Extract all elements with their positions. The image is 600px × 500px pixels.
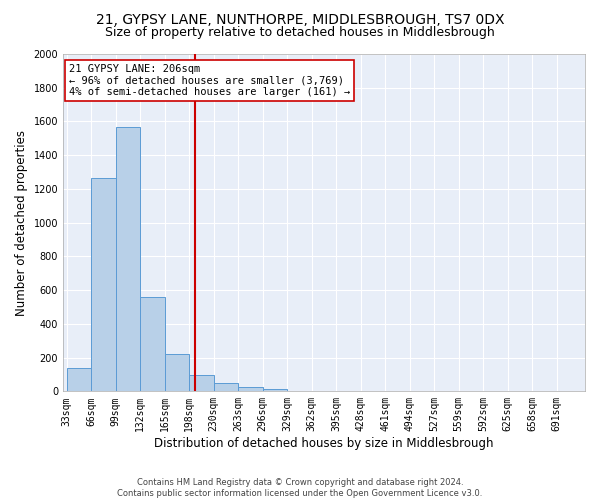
Bar: [165, 354, 189, 392]
Y-axis label: Number of detached properties: Number of detached properties: [15, 130, 28, 316]
X-axis label: Distribution of detached houses by size in Middlesbrough: Distribution of detached houses by size …: [154, 437, 494, 450]
Text: 21, GYPSY LANE, NUNTHORPE, MIDDLESBROUGH, TS7 0DX: 21, GYPSY LANE, NUNTHORPE, MIDDLESBROUGH…: [96, 12, 504, 26]
Bar: [238, 386, 263, 392]
Bar: [140, 297, 165, 392]
Bar: [189, 376, 214, 392]
Bar: [116, 126, 140, 392]
Bar: [214, 383, 238, 392]
Text: 21 GYPSY LANE: 206sqm
← 96% of detached houses are smaller (3,769)
4% of semi-de: 21 GYPSY LANE: 206sqm ← 96% of detached …: [69, 64, 350, 98]
Text: Size of property relative to detached houses in Middlesbrough: Size of property relative to detached ho…: [105, 26, 495, 39]
Bar: [67, 368, 91, 392]
Bar: [263, 389, 287, 392]
Bar: [91, 178, 116, 392]
Text: Contains HM Land Registry data © Crown copyright and database right 2024.
Contai: Contains HM Land Registry data © Crown c…: [118, 478, 482, 498]
